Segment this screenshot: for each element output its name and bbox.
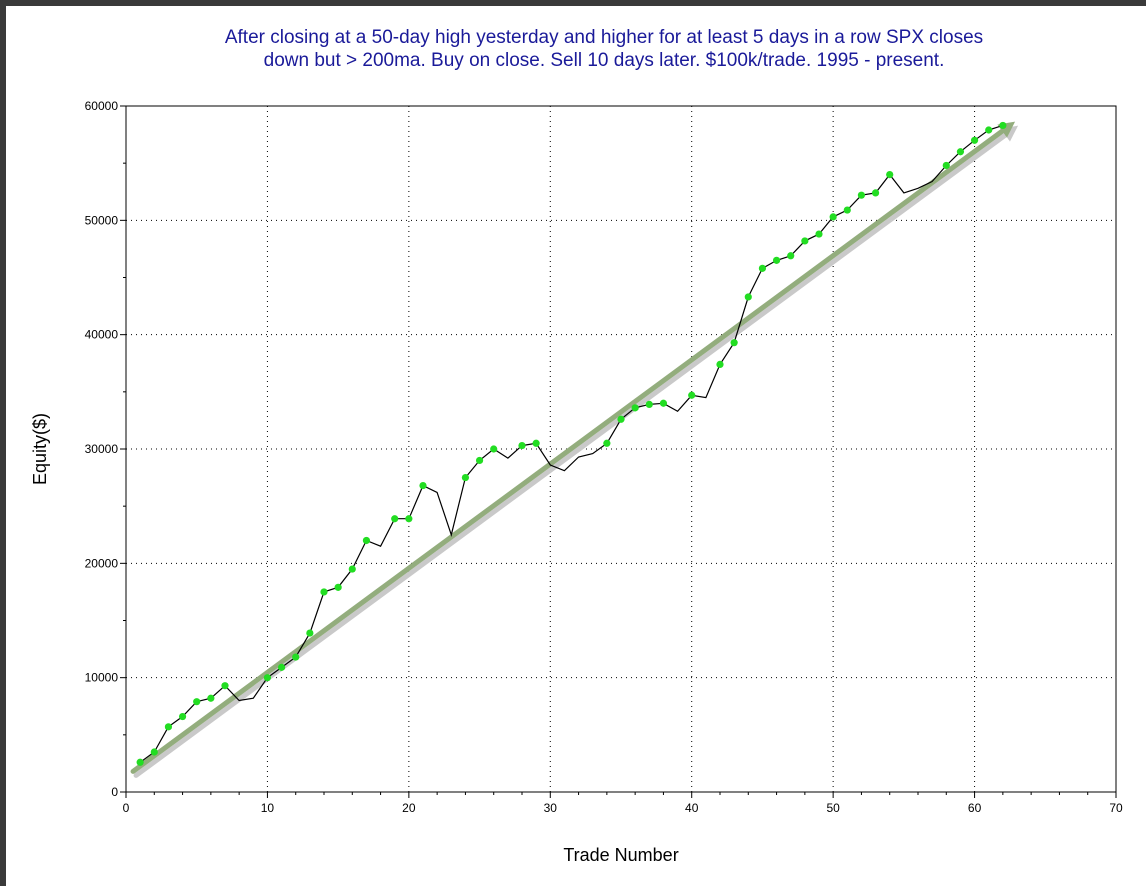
win-marker [150,748,158,756]
x-tick-label: 20 [402,801,416,815]
gridlines [126,106,1116,792]
y-tick-label: 60000 [85,99,119,113]
win-marker [744,293,752,301]
win-marker [758,264,767,272]
win-marker [603,439,611,447]
win-marker [999,121,1007,130]
chart-window: After closing at a 50-day high yesterday… [6,6,1146,886]
win-marker [419,481,427,490]
y-tick-label: 10000 [85,671,119,685]
win-marker [532,439,540,447]
win-marker [207,694,215,702]
win-marker [843,206,851,214]
win-marker [263,674,272,682]
win-marker [716,360,724,368]
win-marker [221,682,229,690]
y-tick-label: 0 [111,785,118,799]
win-marker [518,441,526,450]
x-tick-label: 50 [826,801,840,815]
chart-title-line-2: down but > 200ma. Buy on close. Sell 10 … [264,50,945,71]
win-marker [334,583,342,591]
x-tick-label: 0 [123,801,130,815]
win-marker [136,758,144,766]
win-marker [970,136,979,144]
axis-ticks [120,105,1117,798]
chart-title-line-1: After closing at a 50-day high yesterday… [225,27,983,48]
y-axis-title: Equity($) [30,413,50,485]
win-marker [956,148,965,156]
y-tick-label: 20000 [85,556,119,570]
win-marker [348,565,356,573]
x-tick-label: 60 [968,801,982,815]
win-marker [645,400,653,409]
win-marker [886,171,894,179]
win-marker [277,663,286,671]
win-marker [306,629,314,637]
win-marker [461,473,470,482]
win-marker [688,391,696,399]
y-tick-label: 30000 [85,442,119,456]
win-marker [490,445,498,453]
x-tick-label: 40 [685,801,699,815]
win-marker [985,126,993,134]
y-tick-labels: 0 10000 20000 30000 40000 50000 60000 [85,99,119,799]
win-marker [815,230,823,238]
win-marker [164,723,173,731]
win-marker [193,698,201,706]
win-marker [857,191,866,199]
win-marker [631,404,639,412]
win-marker [801,237,809,245]
win-marker [772,256,781,264]
x-axis-title: Trade Number [563,845,678,865]
win-marker [871,189,880,197]
win-markers [136,121,1007,766]
win-marker [320,588,328,596]
x-tick-labels: 0 10 20 30 40 50 60 70 [123,801,1123,815]
trend-arrow-line [130,121,1016,774]
win-marker [942,161,950,170]
win-marker [829,213,837,221]
x-tick-label: 70 [1109,801,1123,815]
y-tick-label: 40000 [85,328,119,342]
x-tick-label: 10 [261,801,275,815]
win-marker [405,515,413,523]
win-marker [178,712,187,721]
win-marker [362,536,371,545]
win-marker [391,515,399,523]
win-marker [292,653,300,661]
win-marker [659,399,668,407]
win-marker [787,252,795,260]
x-tick-label: 30 [544,801,558,815]
y-tick-label: 50000 [85,213,119,227]
win-marker [730,339,738,347]
win-marker [617,415,625,423]
equity-curve-chart: After closing at a 50-day high yesterday… [30,27,1123,865]
win-marker [475,456,484,465]
